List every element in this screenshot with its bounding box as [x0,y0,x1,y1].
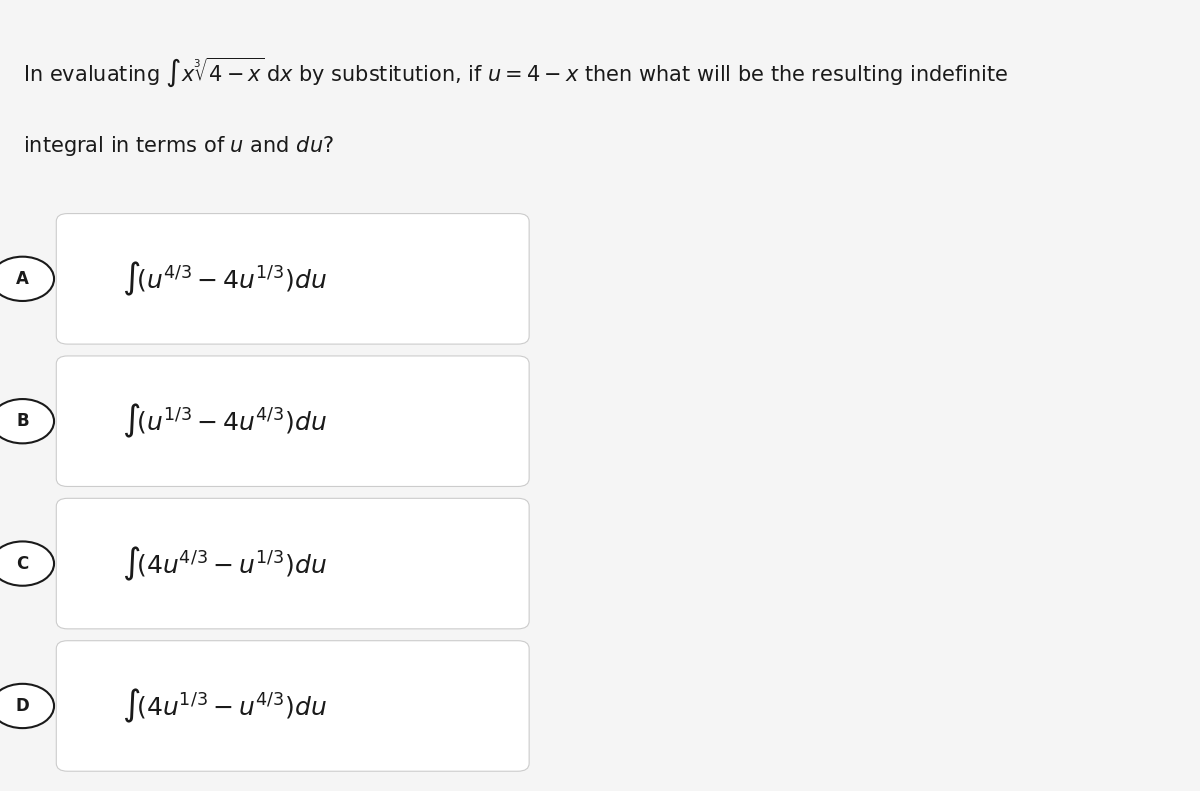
Circle shape [0,683,54,728]
FancyBboxPatch shape [56,641,529,771]
Text: In evaluating $\int x \sqrt[3]{4-x}\, \mathrm{d}x$ by substitution, if $u = 4 - : In evaluating $\int x \sqrt[3]{4-x}\, \m… [23,55,1008,89]
FancyBboxPatch shape [56,498,529,629]
Text: $\int\!\left(4u^{1/3} - u^{4/3}\right)du$: $\int\!\left(4u^{1/3} - u^{4/3}\right)du… [121,687,326,725]
Text: C: C [17,554,29,573]
Circle shape [0,399,54,443]
Text: $\int\!\left(u^{4/3} - 4u^{1/3}\right)du$: $\int\!\left(u^{4/3} - 4u^{1/3}\right)du… [121,259,326,298]
Circle shape [0,256,54,301]
Text: $\int\!\left(u^{1/3} - 4u^{4/3}\right)du$: $\int\!\left(u^{1/3} - 4u^{4/3}\right)du… [121,402,326,441]
FancyBboxPatch shape [56,214,529,344]
Text: D: D [16,697,29,715]
FancyBboxPatch shape [56,356,529,486]
Text: A: A [16,270,29,288]
Circle shape [0,542,54,585]
Text: integral in terms of $u$ and $du$?: integral in terms of $u$ and $du$? [23,134,334,158]
Text: $\int\!\left(4u^{4/3} - u^{1/3}\right)du$: $\int\!\left(4u^{4/3} - u^{1/3}\right)du… [121,544,326,583]
Text: B: B [17,412,29,430]
